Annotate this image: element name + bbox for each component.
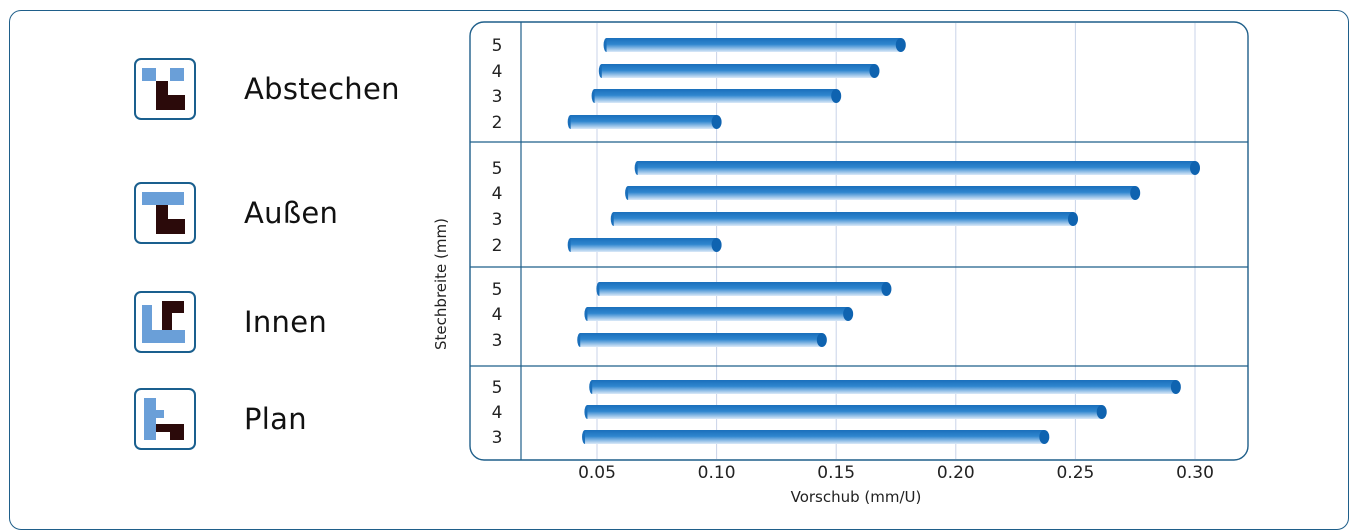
bar <box>567 115 722 129</box>
abstechen-icon <box>134 58 196 120</box>
legend-item-innen: Innen <box>134 289 327 355</box>
x-tick-label: 0.10 <box>698 463 736 483</box>
bar-end-cap <box>831 89 842 103</box>
bar <box>625 186 1141 200</box>
bar-end-cap <box>843 307 854 321</box>
category-label: 4 <box>492 62 503 82</box>
bar-body <box>580 333 822 347</box>
bar-body <box>587 405 1102 419</box>
category-label: 2 <box>492 236 503 256</box>
group-separators <box>470 141 1248 367</box>
bar-body <box>570 115 717 129</box>
category-label: 3 <box>492 331 503 351</box>
legend-label-innen: Innen <box>244 305 328 339</box>
bar <box>598 64 880 78</box>
category-label: 3 <box>492 428 503 448</box>
category-label: 4 <box>492 305 503 325</box>
legend-label-abstechen: Abstechen <box>244 72 400 106</box>
bar-body <box>628 186 1136 200</box>
category-label: 3 <box>492 210 503 230</box>
bar-end-cap <box>711 238 722 252</box>
x-tick-label: 0.05 <box>578 463 616 483</box>
bar-end-cap <box>881 282 892 296</box>
bar-end-cap <box>895 38 906 52</box>
bar-end-cap <box>711 115 722 129</box>
bar-body <box>637 161 1195 175</box>
category-label: 2 <box>492 113 503 133</box>
bar-end-cap <box>816 333 827 347</box>
bar-end-cap <box>1130 186 1141 200</box>
category-label: 5 <box>492 280 503 300</box>
category-label: 5 <box>492 36 503 56</box>
innen-icon <box>134 291 196 353</box>
bar <box>634 161 1200 175</box>
category-label: 3 <box>492 87 503 107</box>
bar-end-cap <box>1068 212 1079 226</box>
bar <box>596 282 892 296</box>
legend-item-abstechen: Abstechen <box>134 56 400 122</box>
bar <box>603 38 906 52</box>
plan-icon <box>134 388 196 450</box>
bar-body <box>606 38 901 52</box>
bar <box>589 380 1181 394</box>
x-tick-label: 0.15 <box>817 463 855 483</box>
bar-end-cap <box>1096 405 1107 419</box>
category-labels: 5 4 3 2 5 4 3 2 5 4 3 5 4 3 <box>492 36 503 448</box>
category-label: 4 <box>492 184 503 204</box>
x-tick-labels: 0.05 0.10 0.15 0.20 0.25 0.30 <box>578 463 1214 483</box>
bar <box>577 333 827 347</box>
legend-item-plan: Plan <box>134 386 307 452</box>
bar-body <box>594 89 837 103</box>
bars <box>567 38 1200 444</box>
bar-end-cap <box>1039 430 1050 444</box>
bar-end-cap <box>869 64 880 78</box>
legend-label-plan: Plan <box>244 402 307 436</box>
category-label: 5 <box>492 378 503 398</box>
bar-body <box>587 307 849 321</box>
bar-body <box>613 212 1074 226</box>
y-axis-label: Stechbreite (mm) <box>432 218 450 350</box>
bar <box>584 405 1107 419</box>
plot-box <box>469 21 1249 461</box>
aussen-icon <box>134 182 196 244</box>
x-axis-label: Vorschub (mm/U) <box>791 488 922 506</box>
category-label: 4 <box>492 403 503 423</box>
bar-end-cap <box>1190 161 1200 175</box>
bar-body <box>599 282 887 296</box>
x-tick-label: 0.25 <box>1056 463 1094 483</box>
legend-item-aussen: Außen <box>134 180 338 246</box>
legend-label-aussen: Außen <box>244 196 339 230</box>
bar-body <box>592 380 1176 394</box>
category-label: 5 <box>492 159 503 179</box>
bar <box>567 238 722 252</box>
bar <box>591 89 842 103</box>
bar <box>582 430 1050 444</box>
bar <box>610 212 1079 226</box>
bar-body <box>570 238 717 252</box>
x-tick-label: 0.20 <box>937 463 975 483</box>
x-tick-label: 0.30 <box>1176 463 1214 483</box>
bar-body <box>601 64 875 78</box>
bar <box>584 307 854 321</box>
bar-end-cap <box>1170 380 1181 394</box>
bar-body <box>585 430 1045 444</box>
